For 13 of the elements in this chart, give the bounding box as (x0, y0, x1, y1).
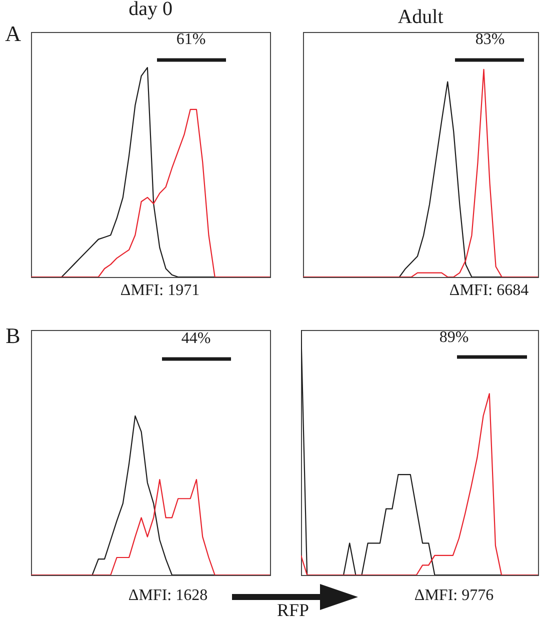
annotation: 89% (439, 329, 469, 346)
text: 61% (176, 31, 206, 48)
text: RFP (276, 600, 310, 620)
text: ΔMFI: 1628 (128, 587, 208, 604)
chart-title: Adult (398, 6, 444, 28)
text: 83% (475, 31, 505, 48)
text: ΔMFI: 6684 (449, 282, 529, 299)
text: 44% (181, 330, 211, 347)
text: ΔMFI: 1971 (120, 282, 200, 299)
text: ΔMFI: 9776 (414, 587, 494, 604)
text: A (5, 21, 22, 46)
chart-title: day 0 (128, 0, 172, 20)
text: B (6, 323, 20, 348)
